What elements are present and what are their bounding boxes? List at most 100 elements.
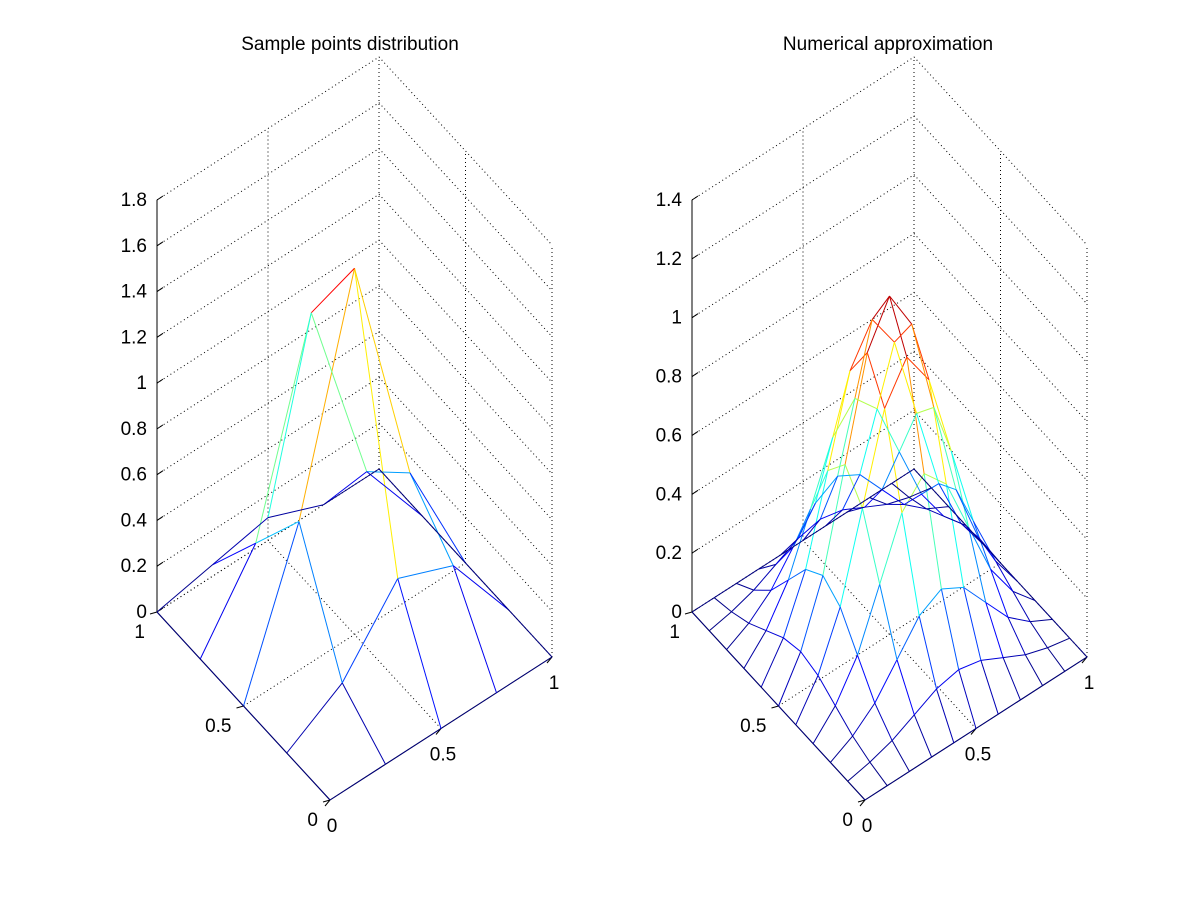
mesh-edge	[827, 370, 851, 471]
mesh-edge	[869, 740, 893, 763]
mesh-edge	[743, 630, 767, 669]
z-tick-label: 0.4	[656, 484, 683, 505]
grid-lines	[156, 56, 553, 729]
mesh-edge	[1047, 637, 1070, 649]
z-tick-mark	[156, 378, 164, 384]
mesh-edge	[255, 312, 312, 544]
mesh-edge	[1012, 591, 1031, 622]
mesh-edge	[864, 489, 883, 508]
gridline-z	[156, 376, 553, 566]
y-tick-mark	[149, 611, 158, 615]
mesh-edge	[852, 735, 871, 763]
mesh-edge	[310, 312, 368, 472]
x-tick-label: 0	[327, 816, 338, 837]
mesh-edge	[945, 483, 969, 528]
subplot-numerical-approximation: Numerical approximation 0 0.2 0.4 0.6 0.8 1 1.…	[656, 34, 1095, 837]
mesh-edge	[797, 518, 821, 539]
mesh-edge	[770, 546, 794, 591]
mesh-edge	[354, 268, 399, 579]
mesh-edge	[780, 538, 799, 556]
z-tick-mark	[156, 561, 164, 567]
z-tick-mark	[691, 195, 699, 201]
x-tick-label: 1	[1084, 673, 1095, 694]
y-tick-label: 1	[669, 622, 680, 643]
gridline-floor	[243, 562, 466, 707]
gridline-z	[691, 350, 1088, 540]
mesh-edge	[452, 565, 510, 611]
z-tick-label: 0.2	[121, 556, 147, 577]
mesh-edge	[948, 506, 967, 526]
mesh-edge	[770, 579, 789, 591]
mesh-edge	[854, 319, 873, 399]
mesh-edge	[815, 475, 838, 504]
gridline-z	[691, 409, 1088, 599]
gridline-z	[691, 56, 1088, 246]
mesh-edge	[859, 408, 878, 475]
mesh-edge	[465, 562, 510, 611]
mesh-edge	[861, 408, 886, 509]
mesh-edge	[857, 655, 876, 704]
mesh-edge	[1007, 617, 1026, 655]
mesh-edge	[765, 630, 784, 639]
z-tick-label: 1	[136, 373, 147, 394]
z-tick-mark	[691, 372, 699, 377]
z-tick-mark	[691, 489, 699, 495]
mesh-edge	[397, 578, 442, 729]
mesh-edge	[936, 688, 955, 743]
z-tick-label: 1.6	[121, 236, 147, 257]
y-tick-mark	[236, 705, 244, 709]
mesh-edge	[812, 743, 831, 763]
mesh-edge	[1003, 654, 1026, 659]
mesh-edge	[839, 606, 858, 656]
z-tick-label: 0.8	[121, 419, 147, 440]
mesh-edge	[802, 518, 821, 541]
mesh-edge	[847, 497, 870, 513]
z-tick-label: 1.4	[656, 190, 683, 211]
gridline-z	[156, 285, 553, 475]
mesh-edge	[950, 450, 969, 528]
z-tick-label: 0	[136, 602, 147, 623]
mesh-edge	[933, 407, 957, 490]
mesh-edge	[397, 565, 454, 579]
subplot-sample-points: Sample points distribution 0 0.2 0.4 0.6 0.8…	[121, 34, 560, 837]
mesh-edge	[1030, 618, 1053, 623]
mesh-edge	[889, 295, 908, 358]
mesh-edge	[847, 780, 866, 801]
mesh-edge	[691, 597, 715, 613]
mesh-edge	[731, 589, 755, 613]
mesh-edge	[874, 702, 893, 741]
mesh-edge	[940, 588, 960, 670]
z-tick-mark	[156, 241, 164, 247]
mesh-edge	[901, 512, 920, 617]
mesh-edge	[904, 504, 927, 510]
mesh-edge	[908, 496, 927, 510]
z-tick-mark	[156, 516, 164, 521]
mesh-edge	[909, 756, 932, 772]
mesh-edge	[1029, 621, 1048, 649]
mesh-edge	[849, 319, 873, 371]
mesh-edge	[824, 511, 848, 527]
x-tick-mark	[324, 799, 331, 807]
z-tick-label: 1.2	[121, 327, 147, 348]
mesh-edge	[950, 450, 974, 522]
mesh-edge	[874, 659, 898, 704]
mesh-edge	[941, 586, 964, 590]
mesh-edge	[918, 588, 942, 617]
gridline-floor	[778, 562, 1001, 707]
mesh-edge	[869, 482, 893, 499]
mesh-edge	[864, 785, 888, 801]
mesh-edge	[775, 538, 799, 565]
gridline-z	[156, 147, 553, 337]
z-tick-mark	[691, 548, 699, 554]
mesh-edge	[778, 651, 802, 707]
mesh-edge	[783, 637, 802, 653]
mesh-edge	[778, 705, 797, 726]
mesh-edge	[736, 582, 754, 591]
mesh-edge	[837, 398, 856, 477]
y-tick-label: 0	[842, 810, 853, 831]
mesh-edge	[881, 451, 900, 490]
mesh-edge	[243, 705, 288, 754]
mesh-edge	[923, 473, 942, 590]
z-tick-mark	[156, 332, 164, 338]
mesh-edge	[921, 493, 945, 517]
